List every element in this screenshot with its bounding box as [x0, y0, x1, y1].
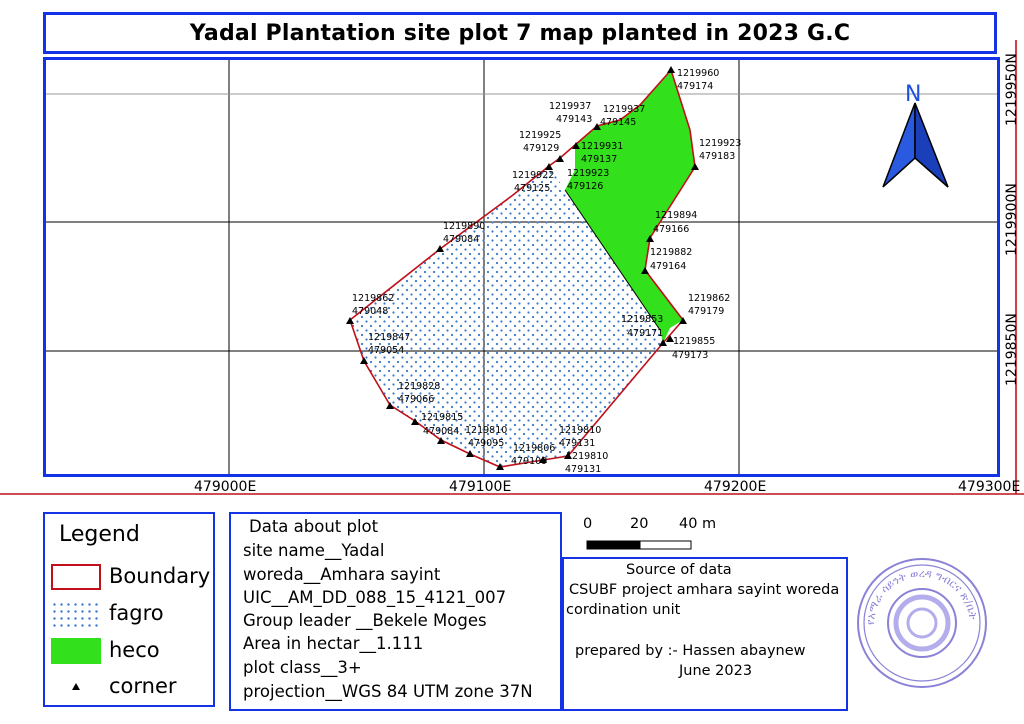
corner-label: 479066: [398, 394, 434, 405]
corner-label: 479054: [368, 345, 404, 356]
corner-label: 1219862: [688, 293, 730, 304]
corner-label: 479171: [627, 328, 663, 339]
corner-label: 479166: [653, 224, 689, 235]
corner-label: 1219862: [352, 293, 394, 304]
map-title: Yadal Plantation site plot 7 map planted…: [189, 20, 851, 46]
corner-label: 479173: [672, 350, 708, 361]
corner-label: 1219922: [512, 170, 554, 181]
corner-label: 479145: [600, 117, 636, 128]
legend-label: fagro: [109, 601, 164, 625]
corner-label: 1219937: [603, 104, 645, 115]
prepared-date: June 2023: [679, 663, 753, 679]
corner-label: 479095: [468, 438, 504, 449]
boundary-swatch: [51, 564, 101, 590]
corner-label: 1219810: [465, 425, 507, 436]
fagro-area: [350, 166, 670, 467]
corner-label: 1219931: [581, 141, 623, 152]
x-axis-label: 479000E: [194, 479, 256, 495]
plot-data-line: projection__WGS 84 UTM zone 37N: [243, 682, 533, 701]
legend-label: Boundary: [109, 564, 211, 588]
map-title-box: Yadal Plantation site plot 7 map planted…: [43, 12, 997, 54]
corner-label: 1219810: [566, 451, 608, 462]
y-axis-label: 1219950N: [1004, 53, 1020, 126]
corner-label: 479179: [688, 306, 724, 317]
legend-item-fagro: fagro: [51, 599, 211, 629]
corner-label: 479125: [514, 183, 550, 194]
corner-label: 479126: [567, 181, 603, 192]
x-axis-label: 479200E: [704, 479, 766, 495]
corner-label: 1219815: [421, 412, 463, 423]
corner-label: 479174: [677, 81, 713, 92]
corner-label: 1219855: [673, 336, 715, 347]
corner-label: 1219894: [655, 210, 697, 221]
scale-tick-label: 40 m: [679, 516, 717, 532]
plot-data-line: site name__Yadal: [243, 541, 385, 560]
map-frame: [43, 57, 1000, 477]
corner-label: 479084: [443, 234, 479, 245]
plot-data-heading: Data about plot: [249, 517, 379, 536]
scale-tick-label: 20: [630, 516, 649, 532]
corner-label: 1219847: [368, 332, 410, 343]
corner-label: 479084: [423, 426, 459, 437]
corner-label: 479164: [650, 261, 686, 272]
legend-item-heco: heco: [51, 636, 211, 666]
official-stamp: የአማራ ሳይንት ወረዳ ግብርና ጽ/ቤት: [852, 555, 992, 695]
corner-label: 479129: [523, 143, 559, 154]
north-label: N: [905, 82, 921, 107]
legend-label: heco: [109, 638, 160, 662]
fagro-swatch: [51, 601, 101, 627]
corner-label: 1219828: [398, 381, 440, 392]
corner-icon: [51, 674, 101, 700]
x-axis-label: 479300E: [958, 479, 1020, 495]
corner-label: 479183: [699, 151, 735, 162]
legend-label: corner: [109, 674, 177, 698]
corner-label: 479131: [559, 438, 595, 449]
corner-label: 479131: [565, 464, 601, 475]
scale-bar: 0 20 40 m: [578, 516, 728, 556]
corner-label: 1219806: [513, 443, 555, 454]
heco-area: [565, 70, 695, 343]
corner-label: 1219960: [677, 68, 719, 79]
y-axis-label: 1219900N: [1004, 183, 1020, 256]
corner-label: 479143: [556, 114, 592, 125]
source-panel: Source of data CSUBF project amhara sayi…: [562, 557, 848, 711]
plot-data-line: plot class__3+: [243, 658, 362, 677]
plot-data-line: Group leader __Bekele Moges: [243, 611, 487, 630]
plot-data-panel: Data about plot site name__Yadal woreda_…: [229, 512, 562, 711]
corner-label: 1219923: [699, 138, 741, 149]
corner-label: 1219882: [650, 247, 692, 258]
x-axis-label: 479100E: [449, 479, 511, 495]
corner-label: 479048: [352, 306, 388, 317]
legend-item-boundary: Boundary: [51, 562, 211, 592]
corner-markers: [346, 66, 699, 470]
corner-label: 1219937: [549, 101, 591, 112]
corner-label: 479109: [511, 456, 547, 467]
source-heading: Source of data: [626, 562, 732, 578]
corner-label: 1219853: [621, 314, 663, 325]
corner-label: 1219925: [519, 130, 561, 141]
prepared-by: prepared by :- Hassen abaynew: [575, 643, 806, 659]
corner-label: 1219810: [559, 425, 601, 436]
north-arrow-icon: N: [882, 82, 949, 188]
heco-swatch: [51, 638, 101, 664]
plot-data-line: Area in hectar__1.111: [243, 634, 424, 653]
source-line: cordination unit: [566, 602, 681, 618]
corner-label: 1219890: [443, 221, 485, 232]
plot-data-line: woreda__Amhara sayint: [243, 565, 441, 584]
legend-title: Legend: [59, 522, 140, 547]
y-axis-label: 1219850N: [1004, 313, 1020, 386]
corner-label: 479137: [581, 154, 617, 165]
plot-data-line: UIC__AM_DD_088_15_4121_007: [243, 588, 507, 607]
legend-panel: Legend Boundary fagro heco corner: [43, 512, 215, 707]
corner-label: 1219923: [567, 168, 609, 179]
source-line: CSUBF project amhara sayint woreda: [569, 582, 840, 598]
scale-tick-label: 0: [583, 516, 593, 532]
scale-bar-graphic: [586, 540, 692, 550]
legend-item-corner: corner: [51, 672, 211, 702]
